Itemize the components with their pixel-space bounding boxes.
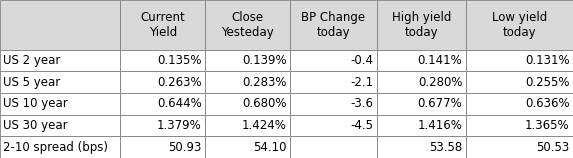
Text: 50.93: 50.93 [168,141,202,154]
FancyBboxPatch shape [466,115,573,136]
FancyBboxPatch shape [377,50,466,71]
Text: 1.416%: 1.416% [418,119,462,132]
Text: 0.131%: 0.131% [525,54,570,67]
FancyBboxPatch shape [377,136,466,158]
Text: Low yield
today: Low yield today [492,11,547,39]
FancyBboxPatch shape [290,93,377,115]
FancyBboxPatch shape [290,71,377,93]
FancyBboxPatch shape [0,93,120,115]
Text: 0.141%: 0.141% [418,54,462,67]
FancyBboxPatch shape [466,93,573,115]
Text: 54.10: 54.10 [253,141,286,154]
Text: 0.636%: 0.636% [525,97,570,110]
FancyBboxPatch shape [377,115,466,136]
FancyBboxPatch shape [120,50,205,71]
Text: -4.5: -4.5 [351,119,374,132]
Text: US 10 year: US 10 year [3,97,68,110]
FancyBboxPatch shape [377,71,466,93]
FancyBboxPatch shape [290,50,377,71]
FancyBboxPatch shape [120,0,205,50]
Text: US 30 year: US 30 year [3,119,68,132]
FancyBboxPatch shape [205,115,290,136]
Text: 0.263%: 0.263% [157,76,202,89]
Text: 53.58: 53.58 [429,141,462,154]
FancyBboxPatch shape [290,136,377,158]
Text: 1.365%: 1.365% [525,119,570,132]
Text: High yield
today: High yield today [392,11,451,39]
Text: 0.644%: 0.644% [157,97,202,110]
Text: 1.379%: 1.379% [157,119,202,132]
Text: 0.135%: 0.135% [157,54,202,67]
Text: US 2 year: US 2 year [3,54,61,67]
FancyBboxPatch shape [0,136,120,158]
FancyBboxPatch shape [0,0,120,50]
Text: 0.139%: 0.139% [242,54,286,67]
Text: Close
Yesteday: Close Yesteday [221,11,274,39]
FancyBboxPatch shape [466,71,573,93]
Text: 50.53: 50.53 [536,141,570,154]
FancyBboxPatch shape [0,115,120,136]
Text: -2.1: -2.1 [351,76,374,89]
FancyBboxPatch shape [466,50,573,71]
FancyBboxPatch shape [0,50,120,71]
FancyBboxPatch shape [120,93,205,115]
Text: 1.424%: 1.424% [242,119,286,132]
Text: -0.4: -0.4 [351,54,374,67]
Text: 0.283%: 0.283% [242,76,286,89]
FancyBboxPatch shape [120,136,205,158]
Text: US 5 year: US 5 year [3,76,61,89]
FancyBboxPatch shape [377,93,466,115]
FancyBboxPatch shape [205,50,290,71]
FancyBboxPatch shape [466,136,573,158]
FancyBboxPatch shape [205,93,290,115]
FancyBboxPatch shape [466,0,573,50]
Text: 2-10 spread (bps): 2-10 spread (bps) [3,141,108,154]
FancyBboxPatch shape [290,0,377,50]
Text: BP Change
today: BP Change today [301,11,366,39]
Text: Current
Yield: Current Yield [140,11,185,39]
FancyBboxPatch shape [0,71,120,93]
Text: 0.677%: 0.677% [418,97,462,110]
FancyBboxPatch shape [205,136,290,158]
Text: 0.280%: 0.280% [418,76,462,89]
FancyBboxPatch shape [205,71,290,93]
FancyBboxPatch shape [120,71,205,93]
Text: -3.6: -3.6 [351,97,374,110]
FancyBboxPatch shape [120,115,205,136]
Text: 0.680%: 0.680% [242,97,286,110]
FancyBboxPatch shape [290,115,377,136]
FancyBboxPatch shape [377,0,466,50]
FancyBboxPatch shape [205,0,290,50]
Text: 0.255%: 0.255% [525,76,570,89]
